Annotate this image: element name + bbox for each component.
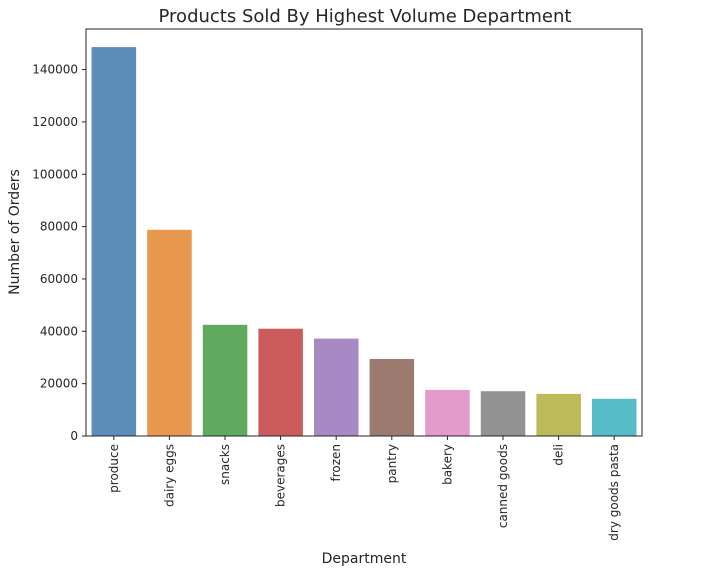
y-tick-label: 40000 [40,324,78,338]
y-axis-label: Number of Orders [7,169,23,295]
y-tick-label: 140000 [32,63,78,77]
y-tick-label: 20000 [40,377,78,391]
bar-pantry [369,359,415,436]
y-tick-label: 120000 [32,115,78,129]
x-tick-label: canned goods [496,444,510,528]
bar-dry-goods-pasta [592,398,637,436]
x-tick-label: beverages [274,444,288,507]
bar-canned-goods [480,391,526,436]
y-tick-label: 80000 [40,220,78,234]
x-tick-label: dry goods pasta [607,444,621,541]
plot-area-frame [85,28,643,437]
bar-frozen [314,338,359,436]
bar-snacks [202,324,248,436]
y-tick-label: 60000 [40,272,78,286]
chart-title: Products Sold By Highest Volume Departme… [159,6,572,27]
bar-produce [91,47,137,436]
y-tick-label: 0 [70,429,78,443]
bar-beverages [258,328,303,436]
bar-dairy-eggs [147,229,192,436]
x-tick-label: snacks [218,444,232,485]
x-axis-label: Department [322,551,407,567]
x-tick-label: produce [107,444,121,493]
y-tick-label: 100000 [32,167,78,181]
x-tick-label: pantry [385,444,399,483]
bar-deli [536,393,581,436]
bars-layer [91,47,637,436]
y-axis-ticks: 0 20000 40000 60000 80000 100000 120000 140000 [32,63,86,443]
x-tick-label: frozen [329,444,343,482]
bar-bakery [425,389,470,436]
x-tick-label: bakery [440,444,454,485]
x-axis-ticks: produce dairy eggs snacks beverages frozen pa… [107,436,621,541]
x-tick-label: deli [552,444,566,466]
x-tick-label: dairy eggs [162,444,176,507]
